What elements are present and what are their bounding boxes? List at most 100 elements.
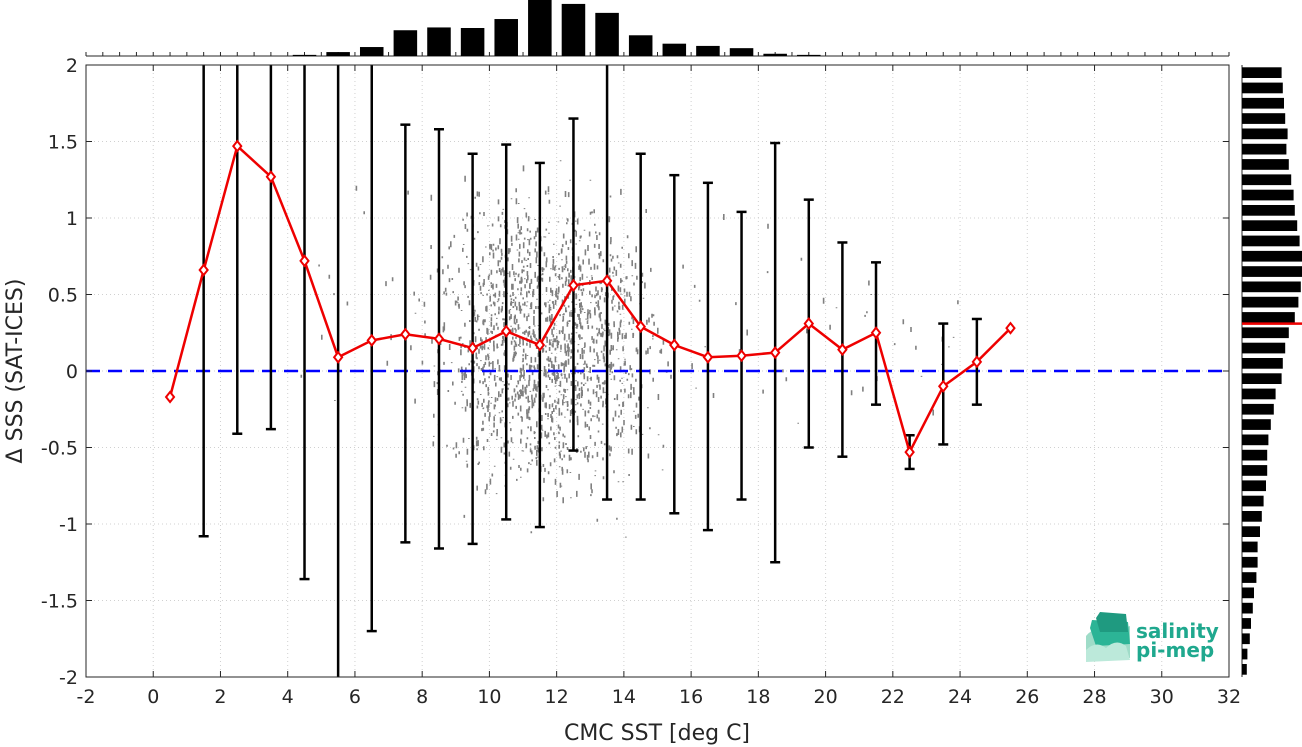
top-hist-bar [628,35,653,56]
top-hist-bar [326,52,350,56]
mean-marker [702,350,714,364]
y-tick-label: -2 [59,667,78,689]
top-hist-bar [494,19,518,56]
right-hist-bar [1242,526,1260,538]
mean-marker [500,324,512,338]
x-tick-label: 14 [612,686,636,708]
mean-marker [433,332,445,346]
x-tick-label: 0 [147,686,159,708]
x-tick-label: 8 [416,686,428,708]
right-histogram [1241,65,1302,677]
right-hist-bar [1242,602,1253,614]
mean-line [168,143,1012,456]
y-tick-label: -1 [59,514,78,536]
mean-marker [366,333,378,348]
right-hist-bar [1242,82,1283,94]
mean-marker [164,390,176,404]
x-tick-label: 16 [679,686,703,708]
top-hist-bar [427,27,451,56]
right-hist-bar [1242,419,1271,430]
mean-marker [1005,321,1016,335]
y-tick-label: 0.5 [48,285,78,307]
top-hist-bar [662,43,687,56]
top-hist-bar [696,45,720,56]
top-hist-bar [561,3,586,57]
top-hist-bar [729,48,754,56]
right-hist-bar [1242,67,1282,79]
right-hist-bar [1242,235,1300,247]
top-hist-bar [763,53,787,56]
right-hist-bar [1242,97,1284,109]
mean-marker [601,274,613,288]
right-hist-bar [1242,296,1299,308]
x-tick-label: 4 [282,686,294,708]
right-hist-bar [1242,556,1258,568]
right-hist-bar [1242,220,1298,232]
right-hist-bar [1242,281,1301,293]
logo-waves-icon [1086,612,1130,662]
mean-marker [837,342,848,357]
x-axis: -2 0 2 4 6 8 10 12 14 16 18 20 22 24 26 28 30 32 [77,65,1241,708]
mean-marker [937,379,949,393]
mean-marker [534,338,546,352]
y-tick-label: -0.5 [41,438,78,460]
top-hist-bar [460,28,485,56]
mean-marker [467,341,478,355]
top-histogram [85,0,1230,57]
top-hist-bar [393,30,418,56]
right-hist-bar [1242,572,1257,583]
right-hist-bar [1242,434,1269,446]
top-hist-bar [528,0,552,56]
right-hist-bar [1242,648,1248,660]
x-tick-label: 24 [948,686,972,708]
top-hist-bar [359,47,384,56]
right-hist-bar [1242,312,1295,323]
top-hist-bar [797,54,821,56]
right-hist-bar [1242,159,1289,170]
x-tick-label: 30 [1150,686,1174,708]
mean-marker [904,445,915,459]
x-tick-label: 22 [881,686,905,708]
y-axis: -2 -1.5 -1 -0.5 0 0.5 1 1.5 2 [41,55,1229,689]
mean-marker [198,263,209,277]
logo-line2: pi-mep [1136,638,1214,662]
mean-marker [265,170,277,184]
mean-markers [164,139,1016,459]
mean-marker [870,326,882,340]
mean-marker [971,355,983,369]
right-hist-bar [1242,373,1282,385]
right-hist-bar [1242,327,1289,339]
x-tick-label: 2 [214,686,226,708]
right-hist-bar [1242,174,1292,186]
logo-line1: salinity [1136,619,1219,643]
right-hist-bar [1242,403,1274,415]
salinity-pi-mep-logo: salinity pi-mep [1086,612,1219,662]
right-hist-bar [1242,128,1288,140]
mean-marker [635,320,646,334]
x-tick-label: 28 [1082,686,1106,708]
top-hist-bar [292,54,317,56]
right-hist-bar [1242,510,1262,522]
right-hist-bar [1242,663,1247,675]
y-axis-title: Δ SSS (SAT-ICES) [3,279,28,464]
y-tick-label: 0 [66,361,78,383]
mean-marker [231,139,243,153]
right-hist-bar [1242,388,1276,400]
x-tick-label: 10 [477,686,501,708]
right-hist-bar [1242,495,1264,507]
x-tick-label: 12 [545,686,569,708]
right-hist-bar [1242,266,1302,277]
mean-marker [568,278,579,292]
x-tick-label: 26 [1015,686,1039,708]
x-tick-label: 20 [813,686,837,708]
y-tick-label: 2 [66,55,78,77]
mean-marker [769,346,781,360]
top-hist-bar [595,12,619,56]
right-hist-bar [1242,587,1254,599]
right-hist-bar [1242,204,1295,216]
right-hist-bar [1242,189,1294,201]
mean-marker [736,349,747,363]
x-tick-label: 32 [1217,686,1241,708]
y-tick-label: 1.5 [48,132,78,154]
